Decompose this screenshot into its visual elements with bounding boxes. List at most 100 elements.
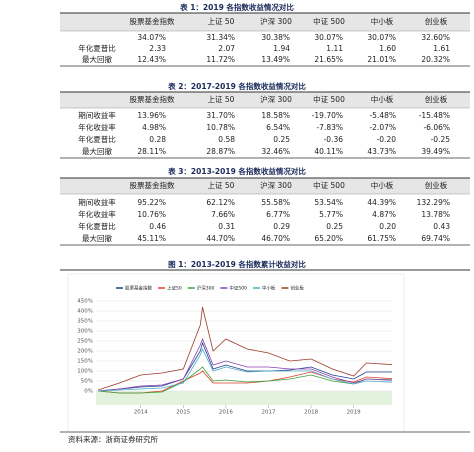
- y-tick-label: 100%: [77, 369, 93, 375]
- table-title: 表 2：2017-2019 各指数收益情况对比: [168, 81, 306, 91]
- x-tick-label: 2015: [176, 410, 190, 416]
- legend-label: 中证500: [229, 285, 247, 292]
- y-tick-label: 400%: [77, 309, 93, 315]
- cell: -6.06%: [423, 123, 450, 132]
- column-header: 中小板: [371, 94, 394, 104]
- legend-label: 股票基金指数: [125, 285, 152, 292]
- cell: -0.20: [377, 135, 397, 144]
- cell: 40.11%: [314, 147, 343, 156]
- cell: 132.29%: [417, 198, 450, 207]
- cell: 30.07%: [314, 33, 343, 42]
- row-label: 年化收益率: [78, 209, 116, 219]
- x-tick-label: 2019: [347, 410, 361, 416]
- column-header: 上证 50: [208, 17, 235, 26]
- source-note: 资料来源：浙商证券研究所: [68, 434, 158, 444]
- cell: 46.70%: [261, 234, 290, 243]
- cell: 21.65%: [314, 55, 343, 64]
- cell: 53.54%: [314, 198, 343, 207]
- cell: 28.11%: [137, 147, 166, 156]
- cell: 0.43: [433, 222, 450, 231]
- row-label: 期间收益率: [78, 110, 116, 120]
- cell: 31.34%: [206, 33, 235, 42]
- legend-label: 创业板: [290, 285, 304, 292]
- x-tick-label: 2017: [261, 410, 275, 416]
- column-header: 上证 50: [208, 95, 235, 104]
- column-header: 沪深 300: [260, 16, 292, 26]
- y-tick-label: 200%: [77, 349, 93, 355]
- column-header: 中证 500: [313, 16, 345, 26]
- table-title: 表 3：2013-2019 各指数收益情况对比: [168, 166, 306, 176]
- cell: 61.75%: [367, 234, 396, 243]
- x-tick-label: 2014: [134, 410, 148, 416]
- cell: 30.07%: [367, 33, 396, 42]
- cell: 0.28: [149, 135, 166, 144]
- cell: 0.25: [273, 135, 290, 144]
- table-header: [60, 92, 470, 108]
- column-header: 中小板: [371, 180, 394, 190]
- cell: 13.49%: [261, 55, 290, 64]
- cell: 2.33: [149, 44, 166, 53]
- cell: 30.38%: [261, 33, 290, 42]
- table-header: [60, 13, 470, 31]
- legend-label: 中小板: [262, 285, 276, 292]
- column-header: 上证 50: [208, 181, 235, 190]
- table-header: [60, 178, 470, 194]
- cell: 28.87%: [206, 147, 235, 156]
- series-line: [98, 347, 393, 392]
- cell: 0.58: [218, 135, 235, 144]
- column-header: 创业板: [425, 16, 448, 26]
- cell: 13.96%: [137, 111, 166, 120]
- y-tick-label: 300%: [77, 329, 93, 335]
- cell: 7.66%: [211, 210, 235, 219]
- series-line: [98, 366, 393, 394]
- cell: 6.54%: [266, 123, 290, 132]
- cell: -2.07%: [369, 123, 396, 132]
- x-tick-label: 2016: [219, 410, 233, 416]
- legend-label: 上证50: [167, 285, 182, 292]
- y-tick-label: 250%: [77, 339, 93, 345]
- legend-label: 沪深300: [197, 285, 215, 292]
- y-tick-label: 0%: [84, 389, 93, 395]
- plot-band: [96, 391, 392, 405]
- cell: -19.70%: [312, 111, 343, 120]
- x-tick-label: 2018: [304, 410, 318, 416]
- row-label: 最大回撤: [82, 54, 112, 64]
- cell: 32.46%: [261, 147, 290, 156]
- cell: 4.87%: [372, 210, 396, 219]
- cell: 43.73%: [367, 147, 396, 156]
- row-label: 期间收益率: [78, 197, 116, 207]
- y-tick-label: 150%: [77, 359, 93, 365]
- cell: 0.20: [379, 222, 396, 231]
- column-header: 中证 500: [313, 94, 345, 104]
- cell: 32.60%: [421, 33, 450, 42]
- cell: 12.43%: [137, 55, 166, 64]
- cell: -0.25: [431, 135, 451, 144]
- series-line: [98, 370, 393, 394]
- cell: 34.07%: [137, 33, 166, 42]
- column-header: 中小板: [371, 16, 394, 26]
- cell: 5.77%: [319, 210, 343, 219]
- cell: 1.11: [326, 44, 343, 53]
- row-label: 最大回撤: [82, 146, 112, 156]
- row-label: 年化夏普比: [78, 134, 116, 144]
- cell: -15.48%: [419, 111, 450, 120]
- column-header: 股票基金指数: [130, 16, 175, 26]
- chart-title: 图 1：2013-2019 各指数累计收益对比: [168, 259, 306, 269]
- column-header: 创业板: [425, 94, 448, 104]
- cell: 21.01%: [367, 55, 396, 64]
- cell: 0.31: [218, 222, 235, 231]
- cell: 4.98%: [142, 123, 166, 132]
- cell: 95.22%: [137, 198, 166, 207]
- y-tick-label: 350%: [77, 319, 93, 325]
- cell: 10.76%: [137, 210, 166, 219]
- cell: 44.39%: [367, 198, 396, 207]
- row-label: 年化夏普比: [78, 221, 116, 231]
- cell: 1.60: [379, 44, 396, 53]
- column-header: 沪深 300: [260, 180, 292, 190]
- cell: 45.11%: [137, 234, 166, 243]
- cell: -0.36: [324, 135, 344, 144]
- row-label: 年化收益率: [78, 122, 116, 132]
- column-header: 中证 500: [313, 180, 345, 190]
- series-line: [97, 306, 393, 391]
